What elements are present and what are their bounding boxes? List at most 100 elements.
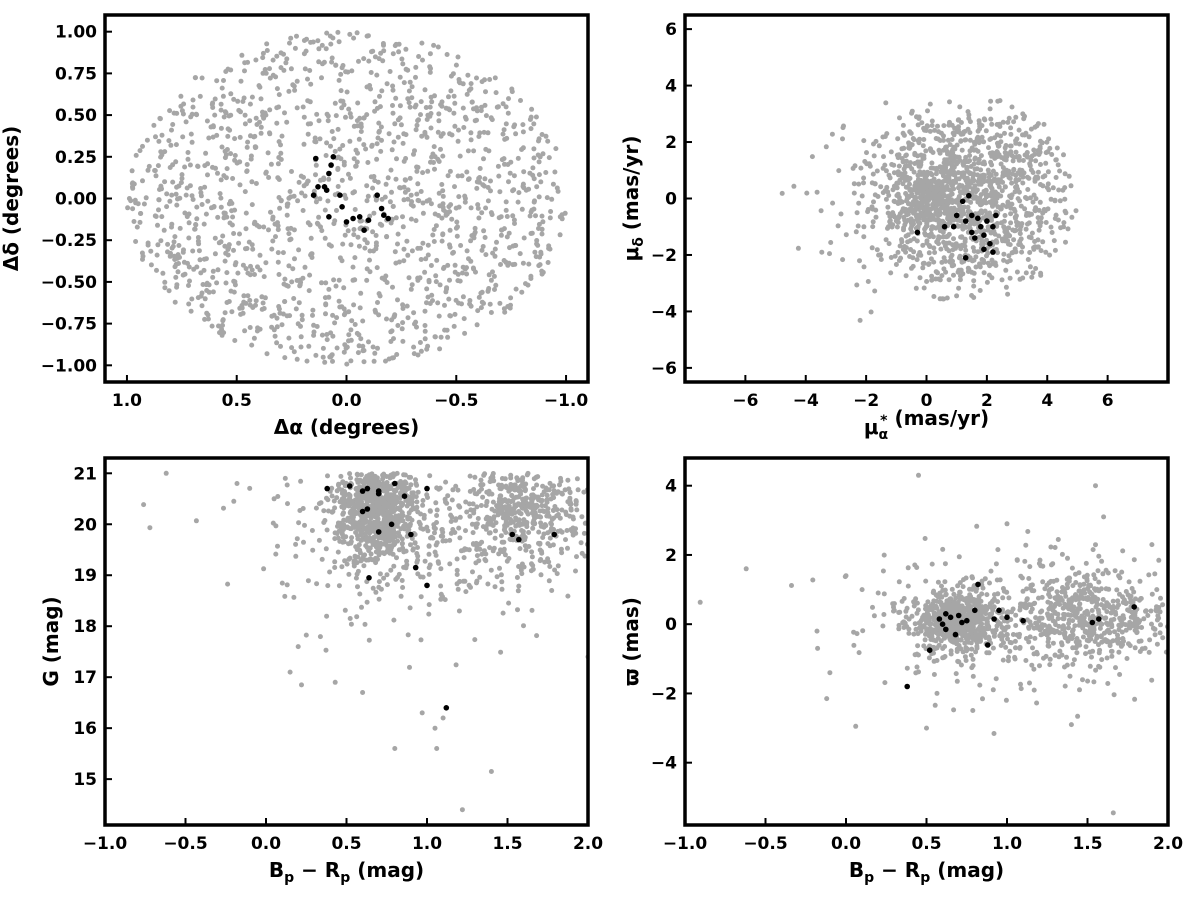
field-point — [198, 193, 204, 199]
field-point — [456, 204, 462, 210]
field-point — [1008, 131, 1014, 137]
field-point — [933, 136, 939, 141]
field-point — [182, 210, 188, 216]
field-point — [511, 124, 517, 130]
field-point — [340, 63, 346, 68]
y-tick-label: −2 — [651, 246, 677, 266]
panel-color-magnitude: −1.0 −0.5 0.0 0.5 1.0 1.5 2.021201918171615Bp … — [39, 456, 603, 886]
field-point — [521, 169, 527, 175]
field-point — [520, 122, 526, 128]
field-point — [1035, 121, 1041, 127]
x-tick-label: 1.0 — [112, 391, 142, 411]
field-point — [249, 342, 255, 348]
field-point — [376, 579, 382, 585]
field-point — [893, 262, 899, 267]
field-point — [415, 277, 421, 283]
field-point — [351, 302, 357, 308]
field-point — [989, 275, 995, 281]
field-point — [430, 298, 435, 304]
field-point — [447, 277, 452, 283]
field-point — [226, 201, 232, 207]
field-point — [360, 343, 366, 349]
field-point — [358, 124, 364, 130]
field-point — [250, 246, 256, 252]
field-point — [220, 233, 226, 239]
field-point — [942, 187, 948, 192]
field-point — [924, 123, 930, 129]
field-point — [464, 91, 470, 97]
field-point — [851, 181, 857, 187]
field-point — [301, 38, 307, 43]
field-point — [371, 358, 377, 364]
field-point — [534, 238, 540, 243]
field-point — [931, 294, 937, 299]
field-point — [452, 100, 458, 106]
field-point — [159, 214, 165, 220]
field-point — [557, 482, 562, 488]
member-point — [972, 235, 978, 241]
field-point — [986, 174, 992, 180]
field-point — [353, 544, 359, 550]
field-point — [405, 485, 411, 491]
field-point — [440, 538, 446, 544]
field-point — [473, 560, 479, 566]
field-point — [932, 179, 938, 185]
field-point — [434, 257, 440, 263]
field-point — [899, 146, 905, 152]
field-point — [440, 153, 446, 159]
field-point — [557, 528, 563, 534]
field-point — [288, 35, 294, 41]
field-point — [867, 163, 873, 169]
field-point — [501, 546, 507, 552]
field-point — [501, 498, 507, 504]
field-point — [394, 156, 399, 162]
field-point — [1014, 269, 1020, 275]
field-point — [196, 248, 202, 254]
field-point — [945, 200, 951, 206]
field-point — [404, 523, 409, 529]
field-point — [980, 215, 986, 221]
field-point — [1005, 200, 1011, 206]
field-point — [1053, 175, 1059, 180]
field-point — [924, 182, 930, 188]
field-point — [395, 134, 401, 140]
field-point — [891, 162, 897, 168]
field-point — [485, 581, 491, 587]
field-point — [513, 523, 519, 529]
field-point — [921, 169, 927, 175]
field-point — [282, 475, 288, 481]
field-point — [938, 246, 944, 252]
field-point — [487, 515, 493, 521]
field-point — [170, 122, 176, 127]
field-point — [385, 495, 391, 501]
field-point — [948, 206, 954, 211]
field-point — [336, 298, 342, 304]
field-point — [376, 596, 382, 602]
field-point — [267, 107, 273, 113]
member-point — [381, 212, 387, 218]
field-point — [936, 193, 942, 199]
field-point — [292, 45, 298, 51]
field-point — [533, 213, 538, 219]
field-point — [232, 153, 238, 158]
field-point — [415, 553, 421, 559]
field-point — [498, 232, 504, 238]
field-point — [567, 489, 573, 495]
field-point — [427, 562, 433, 568]
field-point — [504, 135, 510, 141]
field-point — [495, 104, 501, 110]
field-point — [158, 149, 164, 155]
field-point — [960, 159, 966, 165]
field-point — [380, 535, 386, 541]
field-point — [956, 202, 962, 208]
field-point — [392, 541, 398, 547]
field-point — [1017, 276, 1023, 282]
field-point — [903, 218, 909, 224]
field-point — [429, 99, 435, 105]
field-point — [1029, 274, 1035, 280]
field-point — [1048, 196, 1054, 202]
field-point — [917, 275, 923, 281]
field-point — [906, 630, 912, 636]
field-point — [405, 315, 411, 321]
field-point — [984, 279, 990, 285]
